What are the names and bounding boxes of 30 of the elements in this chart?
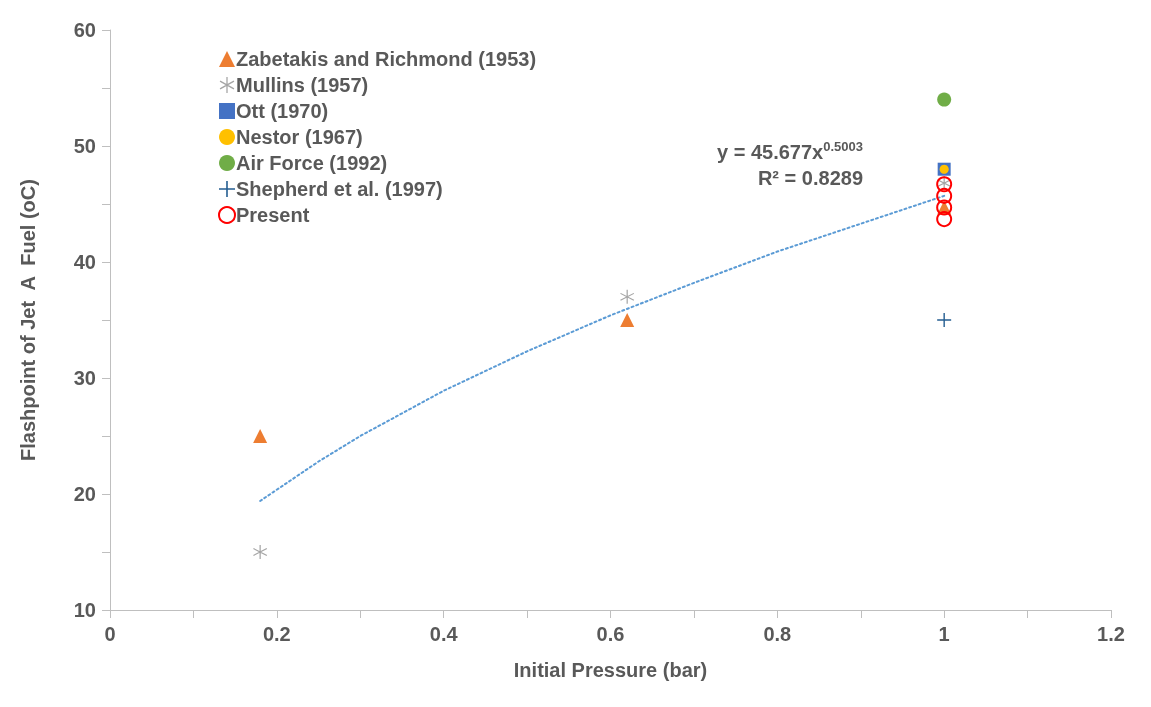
legend-label: Mullins (1957) — [236, 74, 369, 96]
y-tick-label: 60 — [73, 19, 96, 41]
y-axis-title: Flashpoint of Jet A Fuel (oC) — [17, 179, 39, 461]
x-tick-label: 0.8 — [763, 623, 792, 645]
y-tick-label: 50 — [73, 135, 96, 157]
point — [253, 429, 268, 443]
x-tick-label: 0.2 — [262, 623, 291, 645]
point — [620, 289, 635, 304]
x-axis-title: Initial Pressure (bar) — [513, 659, 708, 681]
y-tick-label: 10 — [73, 599, 96, 621]
legend-label: Shepherd et al. (1997) — [236, 178, 443, 200]
point — [620, 313, 635, 327]
x-tick-label: 0.4 — [429, 623, 459, 645]
legend-label: Ott (1970) — [236, 100, 329, 122]
point — [936, 187, 953, 204]
x-tick-label: 0 — [104, 623, 116, 645]
legend-label: Zabetakis and Richmond (1953) — [236, 48, 537, 70]
legend-label: Air Force (1992) — [236, 152, 388, 174]
x-tick-label: 1.2 — [1097, 623, 1125, 645]
legend-label: Nestor (1967) — [236, 126, 363, 148]
point — [936, 211, 953, 228]
point — [937, 313, 952, 327]
annotation: R² = 0.8289 — [757, 167, 864, 189]
x-tick-label: 0.6 — [596, 623, 625, 645]
point — [937, 92, 952, 107]
legend-label: Present — [236, 204, 310, 226]
y-tick-label: 30 — [73, 367, 96, 389]
x-tick-label: 1 — [938, 623, 950, 645]
y-tick-label: 40 — [73, 251, 96, 273]
y-tick-label: 20 — [73, 483, 96, 505]
